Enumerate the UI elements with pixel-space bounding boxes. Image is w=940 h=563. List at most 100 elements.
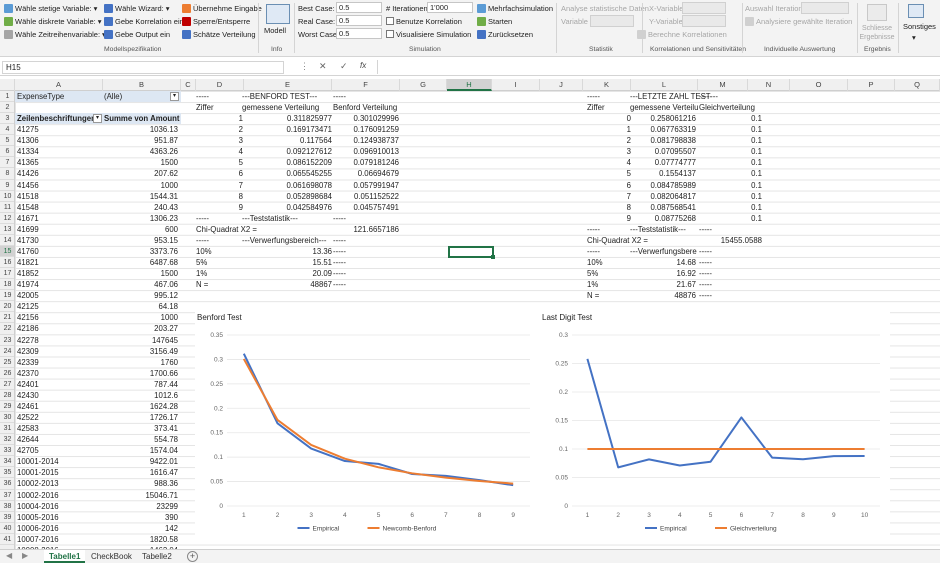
- apply-input-button[interactable]: Übernehme Eingabe: [182, 2, 262, 14]
- tab-tabelle2[interactable]: Tabelle2: [142, 552, 172, 561]
- checkbox[interactable]: [386, 17, 394, 25]
- column-header-f[interactable]: F: [332, 79, 400, 91]
- row-header[interactable]: 35: [0, 467, 14, 479]
- row-header[interactable]: 5: [0, 135, 14, 147]
- benford-chart[interactable]: Benford Test 0 0.05 0.1 0.15 0.2 0.25 0.3 0.35 1 2…: [195, 310, 540, 544]
- enter-icon[interactable]: ✓: [340, 61, 348, 71]
- row-header[interactable]: 9: [0, 180, 14, 191]
- column-header-m[interactable]: M: [698, 79, 748, 91]
- tab-checkbook[interactable]: CheckBook: [91, 552, 132, 561]
- model-icon[interactable]: [266, 4, 290, 24]
- name-box[interactable]: H15: [2, 61, 284, 74]
- column-header-i[interactable]: I: [492, 79, 540, 91]
- tab-prev-icon[interactable]: ◀: [6, 551, 13, 560]
- row-header[interactable]: 4: [0, 124, 14, 136]
- row-header[interactable]: 10: [0, 191, 14, 202]
- tab-tabelle1[interactable]: Tabelle1: [44, 550, 86, 563]
- selected-cell[interactable]: [448, 246, 494, 258]
- filter-dropdown-icon[interactable]: ▾: [170, 92, 179, 101]
- x-variable-dropdown[interactable]: [682, 2, 726, 14]
- multi-simulation-button[interactable]: Mehrfachsimulation: [477, 2, 553, 14]
- pivot-filter-value[interactable]: (Alle): [104, 92, 123, 101]
- row-header[interactable]: 6: [0, 146, 14, 158]
- column-header-p[interactable]: P: [848, 79, 895, 91]
- formula-input[interactable]: [377, 60, 937, 74]
- model-button[interactable]: Modell: [264, 25, 287, 35]
- calculate-correlations-button[interactable]: Berechne Korrelationen: [637, 28, 727, 40]
- row-header[interactable]: 13: [0, 224, 14, 235]
- column-header-g[interactable]: G: [400, 79, 447, 91]
- reset-button[interactable]: Zurücksetzen: [477, 28, 533, 40]
- select-timeseries-variable[interactable]: Wähle Zeitreihenvariable:▾: [4, 28, 106, 40]
- row-header[interactable]: 16: [0, 257, 14, 269]
- row-header[interactable]: 22: [0, 323, 14, 335]
- chevron-down-icon[interactable]: ▾: [912, 32, 916, 42]
- start-button[interactable]: Starten: [477, 15, 512, 27]
- row-header[interactable]: 17: [0, 268, 14, 280]
- row-header[interactable]: 31: [0, 423, 14, 435]
- iteration-input[interactable]: [801, 2, 849, 14]
- column-header-q[interactable]: Q: [895, 79, 940, 91]
- row-header[interactable]: 32: [0, 434, 14, 446]
- row-header[interactable]: 15: [0, 245, 14, 258]
- row-header[interactable]: 14: [0, 235, 14, 246]
- estimate-distribution-button[interactable]: Schätze Verteilung: [182, 28, 256, 40]
- last-digit-chart[interactable]: Last Digit Test 0 0.05 0.1 0.15 0.2 0.25 0.3 1 2 3…: [540, 310, 890, 544]
- enter-correlation-button[interactable]: Gebe Korrelation ein: [104, 15, 184, 27]
- row-header[interactable]: 20: [0, 301, 14, 313]
- cancel-icon[interactable]: ✕: [319, 61, 327, 71]
- filter-dropdown-icon[interactable]: ▾: [93, 114, 102, 123]
- select-discrete-variable[interactable]: Wähle diskrete Variable: ▾: [4, 15, 102, 27]
- row-header[interactable]: 11: [0, 202, 14, 213]
- select-continuous-variable[interactable]: Wähle stetige Variable: ▾: [4, 2, 97, 14]
- row-header[interactable]: 30: [0, 412, 14, 424]
- row-header[interactable]: 26: [0, 368, 14, 379]
- row-header[interactable]: 37: [0, 490, 14, 501]
- row-header[interactable]: 36: [0, 478, 14, 490]
- iterations-input[interactable]: 1'000: [427, 2, 473, 13]
- row-header[interactable]: 19: [0, 290, 14, 302]
- y-variable-dropdown[interactable]: [682, 15, 726, 27]
- worksheet-grid[interactable]: ExpenseType (Alle) ▾ Zeilenbeschriftunge…: [15, 91, 940, 549]
- other-button[interactable]: Sonstiges: [903, 21, 936, 31]
- row-header[interactable]: 3: [0, 113, 14, 125]
- row-header[interactable]: 24: [0, 346, 14, 357]
- row-header[interactable]: 41: [0, 534, 14, 545]
- add-sheet-icon[interactable]: +: [187, 551, 198, 562]
- column-header-j[interactable]: J: [540, 79, 583, 91]
- variable-dropdown[interactable]: [590, 15, 634, 27]
- row-header[interactable]: 12: [0, 213, 14, 224]
- row-header[interactable]: 40: [0, 523, 14, 534]
- column-header-n[interactable]: N: [748, 79, 790, 91]
- select-wizard[interactable]: Wähle Wizard: ▾: [104, 2, 170, 14]
- column-header-o[interactable]: O: [790, 79, 848, 91]
- analyze-statistics-button[interactable]: Analyse statistische Daten: [561, 3, 649, 13]
- real-case-input[interactable]: 0.5: [336, 15, 382, 26]
- row-header[interactable]: 25: [0, 357, 14, 368]
- column-header-k[interactable]: K: [583, 79, 631, 91]
- column-header-c[interactable]: C: [181, 79, 196, 91]
- row-header[interactable]: 18: [0, 279, 14, 291]
- column-header-h[interactable]: H: [447, 79, 492, 91]
- worst-case-input[interactable]: 0.5: [336, 28, 382, 39]
- tab-next-icon[interactable]: ▶: [22, 551, 29, 560]
- column-header-b[interactable]: B: [103, 79, 181, 91]
- insert-function-icon[interactable]: fx: [360, 61, 367, 70]
- column-header-a[interactable]: A: [15, 79, 103, 91]
- row-header[interactable]: 23: [0, 335, 14, 346]
- row-header[interactable]: 2: [0, 102, 14, 114]
- visualize-simulation-checkbox[interactable]: Visualisiere Simulation: [386, 28, 471, 40]
- row-header[interactable]: 39: [0, 512, 14, 523]
- row-header[interactable]: 28: [0, 390, 14, 401]
- enter-output-button[interactable]: Gebe Output ein: [104, 28, 170, 40]
- select-all-corner[interactable]: [0, 79, 15, 91]
- row-header[interactable]: 21: [0, 312, 14, 324]
- row-header[interactable]: 7: [0, 157, 14, 169]
- column-header-l[interactable]: L: [631, 79, 698, 91]
- row-header[interactable]: 38: [0, 501, 14, 512]
- row-header[interactable]: 27: [0, 379, 14, 390]
- row-header[interactable]: 29: [0, 401, 14, 413]
- close-results-button[interactable]: Schliesse Ergebnisse: [859, 25, 895, 41]
- row-header[interactable]: 8: [0, 168, 14, 180]
- lock-unlock-button[interactable]: Sperre/Entsperre: [182, 15, 250, 27]
